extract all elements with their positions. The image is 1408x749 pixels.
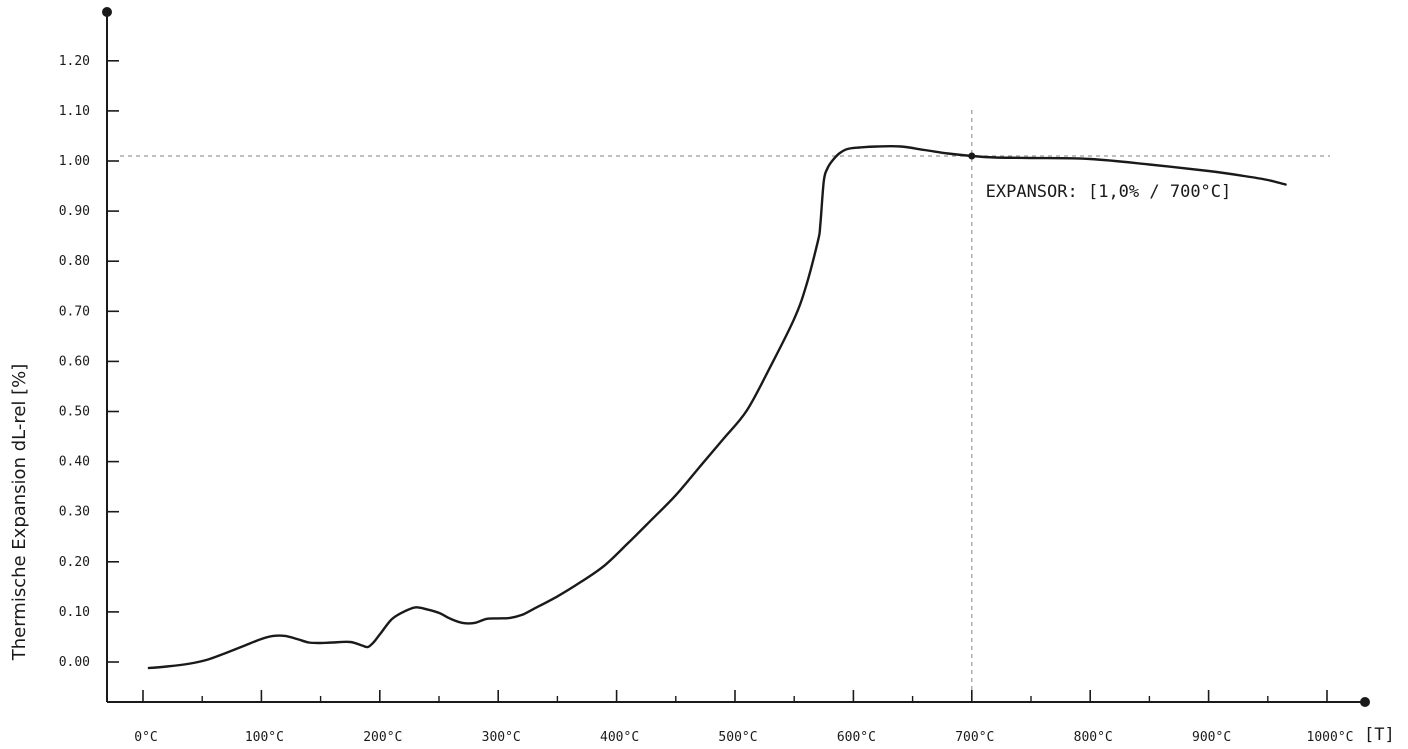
x-tick-label: 800°C	[1074, 730, 1113, 745]
x-tick-label: 900°C	[1192, 730, 1231, 745]
y-tick-label: 0.70	[59, 304, 90, 319]
x-tick-label: 400°C	[600, 730, 639, 745]
y-axis-end-dot	[102, 7, 112, 17]
y-tick-label: 1.00	[59, 154, 90, 169]
x-axis-end-dot	[1360, 697, 1370, 707]
y-tick-label: 0.20	[59, 555, 90, 570]
series-layer	[147, 144, 1287, 670]
y-tick-label: 1.10	[59, 104, 90, 119]
x-tick-label: 500°C	[718, 730, 757, 745]
x-tick-label: 200°C	[363, 730, 402, 745]
axes-layer	[102, 7, 1370, 707]
x-tick-label: 100°C	[245, 730, 284, 745]
expansor-annotation: EXPANSOR: [1,0% / 700°C]	[986, 182, 1232, 202]
y-tick-label: 0.10	[59, 605, 90, 620]
y-tick-label: 0.00	[59, 655, 90, 670]
ticks-layer: 0.00 0.10 0.20 0.30 0.40 0.50 0.60 0.70 0.80 0.90…	[59, 54, 1354, 745]
y-tick-label: 0.40	[59, 455, 90, 470]
y-tick-label: 1.20	[59, 54, 90, 69]
y-tick-label: 0.80	[59, 254, 90, 269]
y-axis-label: Thermische Expansion dL-rel [%]	[9, 364, 30, 662]
y-tick-label: 0.60	[59, 354, 90, 369]
x-tick-label: 600°C	[837, 730, 876, 745]
reference-lines-layer	[120, 110, 1330, 700]
thermal-expansion-line	[147, 144, 1287, 670]
x-tick-label: 1000°C	[1307, 730, 1354, 745]
x-tick-label: 700°C	[955, 730, 994, 745]
y-tick-label: 0.50	[59, 405, 90, 420]
expansor-point-marker	[968, 152, 976, 160]
x-tick-label: 300°C	[482, 730, 521, 745]
x-tick-label: 0°C	[134, 730, 157, 745]
x-axis-unit-label: [T]	[1364, 725, 1395, 745]
y-tick-label: 0.30	[59, 505, 90, 520]
y-tick-label: 0.90	[59, 204, 90, 219]
